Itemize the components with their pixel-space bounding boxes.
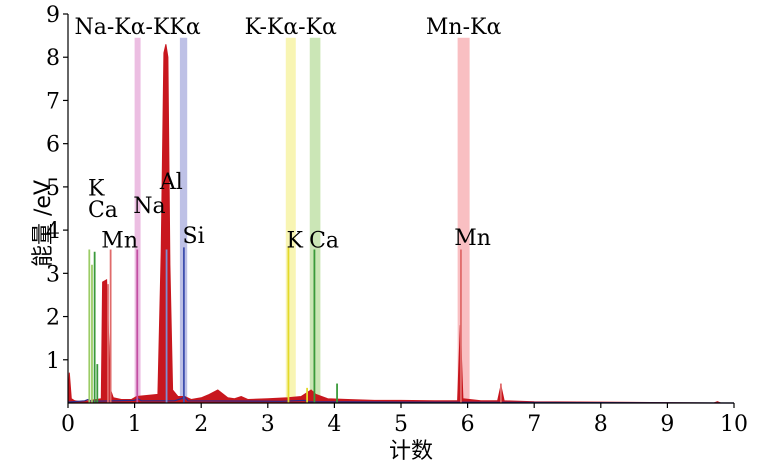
spectrum-series-0 [67, 44, 734, 404]
x-axis-title: 计数 [389, 439, 433, 464]
y-tick-label-4: 5 [46, 176, 60, 201]
element-label-7: Ca [309, 228, 339, 253]
element-label-3: Na [133, 194, 165, 219]
x-tick-label-8: 8 [594, 412, 608, 437]
x-tick-label-5: 5 [394, 412, 408, 437]
x-tick-label-1: 1 [128, 412, 142, 437]
y-tick-label-1: 2 [46, 306, 60, 331]
element-band-1 [179, 37, 188, 404]
x-tick-label-3: 3 [261, 412, 275, 437]
element-band-2 [285, 37, 296, 404]
axis-ticks: 0 1 2 3 4 5 6 7 8 9 10 1 2 3 4 5 6 7 8 9 [46, 3, 748, 437]
y-tick-label-7: 8 [46, 46, 60, 71]
x-tick-label-2: 2 [194, 412, 208, 437]
element-band-4 [457, 37, 470, 404]
band-label-0: Na-Kα-KKα [74, 15, 200, 40]
element-label-1: Ca [88, 198, 118, 223]
element-bands: Na-Kα-KKα K-Kα-Kα Mn-Kα [74, 15, 502, 404]
y-tick-label-2: 3 [46, 262, 60, 287]
element-label-5: Si [183, 224, 205, 249]
band-label-4: Mn-Kα [426, 15, 502, 40]
band-label-2: K-Kα-Kα [245, 15, 337, 40]
x-tick-label-9: 9 [660, 412, 674, 437]
element-label-6: K [286, 228, 303, 253]
y-tick-label-8: 9 [46, 3, 60, 28]
element-label-2: Mn [101, 228, 138, 253]
spectrum-series [67, 44, 735, 404]
element-band-3 [309, 37, 321, 404]
element-label-0: K [88, 177, 105, 202]
element-label-8: Mn [454, 226, 491, 251]
x-tick-label-4: 4 [327, 412, 341, 437]
y-tick-label-5: 6 [46, 133, 60, 158]
x-tick-label-6: 6 [461, 412, 475, 437]
x-tick-label-7: 7 [527, 412, 541, 437]
y-tick-label-6: 7 [46, 89, 60, 114]
x-tick-label-0: 0 [61, 412, 75, 437]
y-tick-label-3: 4 [46, 219, 60, 244]
x-tick-label-10: 10 [720, 412, 748, 437]
y-axis-title: 能量 /eV [31, 180, 56, 267]
element-marker-lines [88, 247, 502, 403]
element-band-0 [134, 37, 141, 404]
y-tick-label-0: 1 [46, 349, 60, 374]
element-label-4: Al [159, 170, 183, 195]
